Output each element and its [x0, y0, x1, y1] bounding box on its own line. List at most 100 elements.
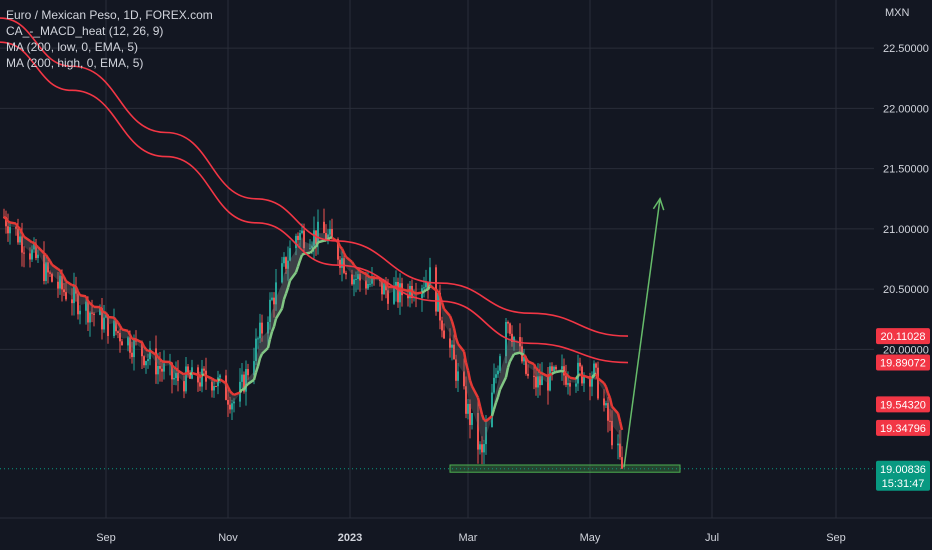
macd-line-segment: [527, 360, 535, 366]
candle-body: [449, 338, 451, 348]
candle-body: [189, 374, 191, 379]
macd-line-segment: [421, 290, 425, 294]
price-tag-bg: [876, 419, 930, 436]
candle-body: [457, 371, 459, 381]
candle-body: [439, 292, 441, 321]
price-axis[interactable]: MXN 22.50000 22.00000 21.50000 21.00000 20.5…: [874, 0, 932, 550]
macd-line-segment: [98, 306, 104, 312]
candle-body: [507, 322, 509, 324]
macd-line-segment: [107, 315, 115, 319]
macd-band: [72, 285, 74, 297]
candle-body: [367, 283, 369, 289]
candle-body: [219, 375, 221, 378]
macd-line-segment: [175, 367, 179, 372]
macd-line-segment: [468, 379, 474, 387]
macd-line-segment: [177, 369, 185, 376]
indicator-ma-low-label[interactable]: MA (200, low, 0, EMA, 5): [6, 40, 139, 54]
candle-body: [535, 376, 537, 388]
candle-body: [127, 337, 129, 346]
macd-line-segment: [577, 373, 581, 377]
macd-line-segment: [597, 377, 605, 385]
macd-line-segment: [76, 291, 82, 296]
candle-body: [89, 312, 91, 323]
macd-line-segment: [342, 252, 348, 258]
macd-line-segment: [183, 372, 187, 376]
macd-line-segment: [203, 373, 207, 377]
candle-body: [397, 281, 399, 303]
macd-line-segment: [51, 263, 59, 271]
macd-line-segment: [301, 252, 305, 257]
candle-body: [441, 320, 443, 331]
candle-body: [611, 420, 613, 446]
macd-line-segment: [574, 375, 580, 380]
candle-body: [227, 399, 229, 405]
candle-body: [225, 375, 227, 400]
candle-body: [47, 262, 49, 273]
candle-body: [583, 376, 585, 384]
macd-line-segment: [126, 330, 132, 336]
macd-line-segment: [541, 372, 549, 378]
symbol-title[interactable]: Euro / Mexican Peso, 1D, FOREX.com: [6, 8, 213, 22]
macd-line-segment: [20, 232, 26, 238]
macd-line-segment: [539, 371, 543, 375]
macd-line-segment: [48, 260, 54, 266]
candle-body: [567, 383, 569, 385]
macd-line-segment: [606, 392, 612, 399]
macd-line-segment: [411, 290, 415, 294]
macd-line-segment: [101, 310, 105, 314]
candle-body: [533, 375, 535, 377]
macd-line-segment: [594, 373, 600, 379]
time-axis[interactable]: Sep Nov 2023 Mar May Jul Sep: [0, 517, 932, 544]
candle-body: [85, 301, 87, 311]
macd-line-segment: [89, 302, 93, 307]
candle-body: [479, 444, 481, 450]
macd-line-segment: [602, 382, 608, 388]
macd-line-segment: [510, 353, 516, 359]
candle-body: [327, 234, 329, 240]
indicator-ma-high-label[interactable]: MA (200, high, 0, EMA, 5): [6, 56, 144, 70]
macd-band: [304, 241, 310, 254]
macd-line-segment: [84, 295, 90, 302]
candle-body: [491, 392, 493, 428]
macd-line-segment: [429, 284, 437, 292]
x-tick-label: 2023: [338, 532, 362, 544]
macd-line-segment: [46, 257, 52, 262]
macd-line-segment: [116, 321, 122, 327]
arrow-shaft: [623, 198, 661, 468]
macd-line-segment: [35, 244, 39, 249]
currency-label: MXN: [885, 7, 910, 19]
y-tick-label: 20.50000: [883, 284, 929, 296]
candle-body: [467, 403, 469, 414]
candle-body: [297, 235, 299, 240]
candle-body: [45, 262, 47, 281]
candle-body: [409, 285, 411, 299]
macd-line-segment: [480, 414, 486, 421]
candle-body: [61, 275, 63, 290]
candle-body: [455, 359, 457, 381]
indicator-macd-label[interactable]: CA_-_MACD_heat (12, 26, 9): [6, 24, 164, 38]
candle-body: [313, 230, 315, 246]
candle-body: [175, 372, 177, 379]
macd-line-segment: [168, 361, 174, 366]
candle-body: [233, 401, 235, 404]
candle-body: [605, 403, 607, 406]
macd-line-segment: [561, 369, 565, 373]
candle-body: [273, 297, 275, 305]
candle-body: [385, 283, 387, 291]
candle-body: [621, 457, 623, 469]
price-tag-bg: [876, 460, 930, 491]
candle-body: [101, 308, 103, 330]
macd-line-segment: [171, 364, 175, 369]
macd-line-segment: [506, 360, 512, 368]
macd-line-segment: [43, 252, 47, 256]
macd-line-segment: [233, 391, 241, 397]
macd-line-segment: [252, 371, 258, 381]
candle-body: [345, 272, 347, 275]
candle-body: [17, 228, 19, 243]
candle-body: [465, 386, 467, 414]
macd-line-segment: [256, 357, 262, 367]
candle-body: [269, 299, 271, 322]
macd-line-segment: [226, 386, 232, 392]
macd-band: [370, 277, 372, 284]
